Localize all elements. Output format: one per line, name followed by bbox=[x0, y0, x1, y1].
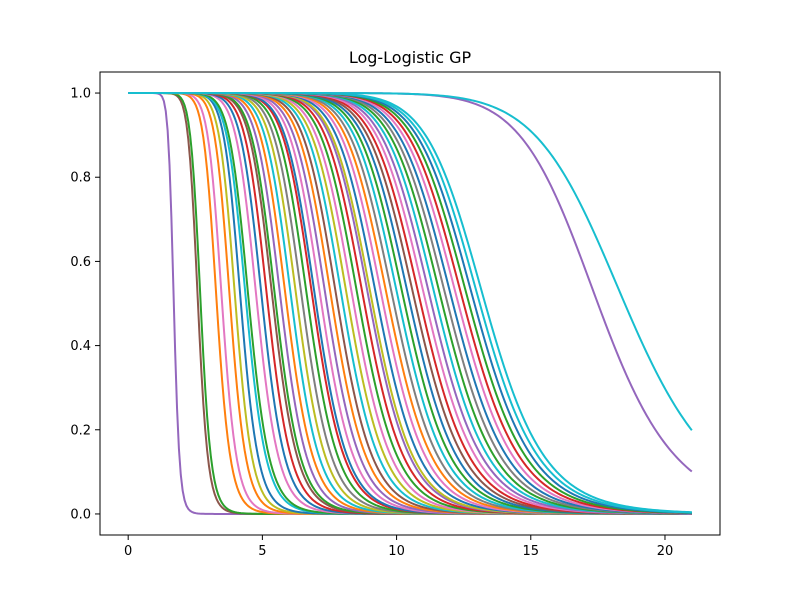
y-axis: 0.0 0.2 0.4 0.6 0.8 1.0 bbox=[70, 87, 100, 522]
x-tick-label: 10 bbox=[388, 544, 405, 559]
y-tick-label: 0.4 bbox=[70, 339, 91, 354]
plot-frame bbox=[99, 71, 721, 536]
x-tick-label: 20 bbox=[657, 544, 674, 559]
x-tick-label: 0 bbox=[124, 544, 132, 559]
x-tick-label: 5 bbox=[258, 544, 266, 559]
y-tick-label: 0.8 bbox=[70, 171, 91, 186]
x-tick-label: 15 bbox=[523, 544, 540, 559]
y-tick-label: 0.2 bbox=[70, 423, 91, 438]
chart-title: Log-Logistic GP bbox=[349, 48, 472, 67]
y-tick-label: 0.0 bbox=[70, 507, 91, 522]
y-tick-label: 0.6 bbox=[70, 255, 91, 270]
series-line bbox=[128, 92, 693, 431]
y-tick-label: 1.0 bbox=[70, 87, 91, 102]
x-axis: 0 5 10 15 20 bbox=[124, 535, 673, 559]
series-group bbox=[128, 92, 693, 515]
